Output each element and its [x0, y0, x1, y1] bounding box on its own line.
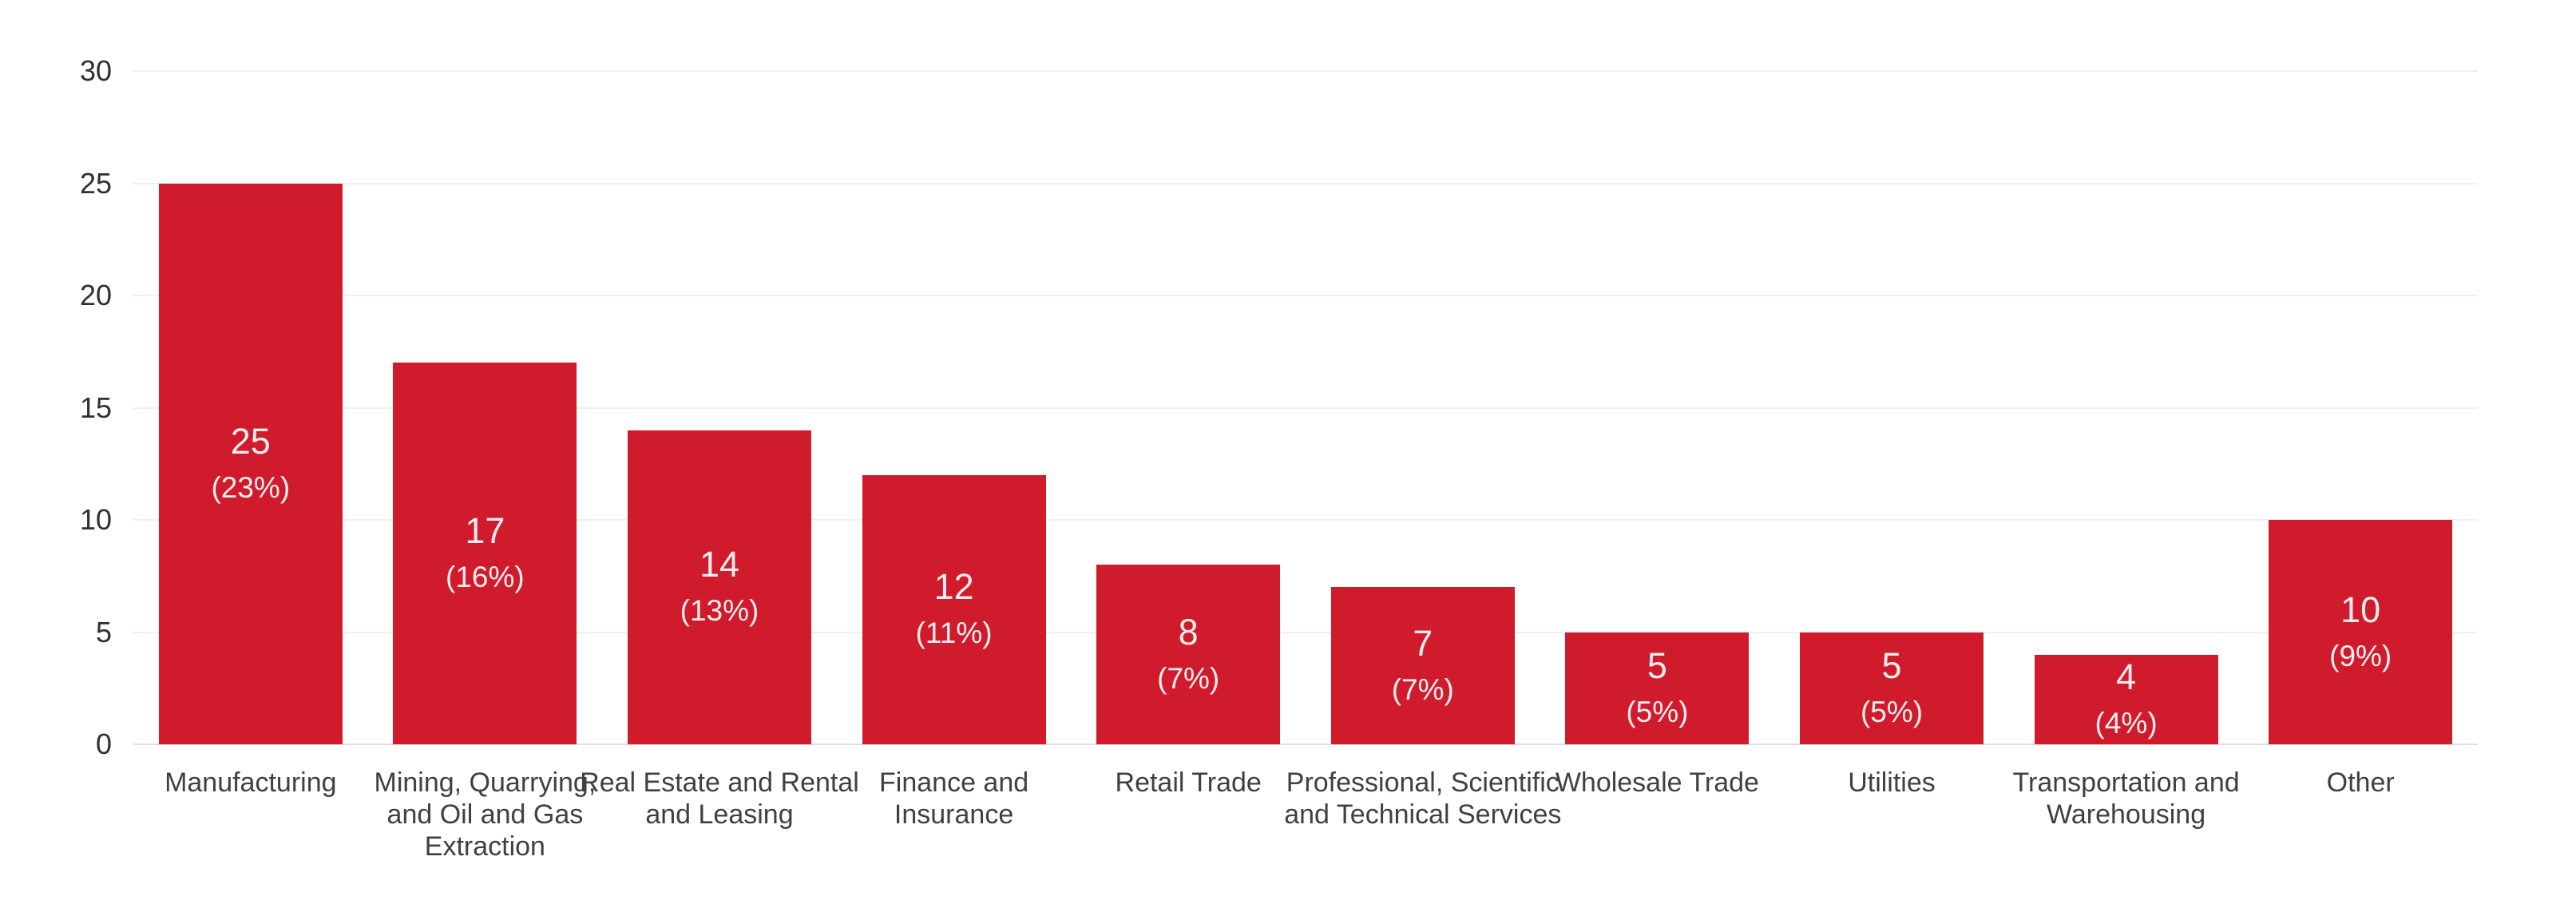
y-tick-label: 30 [79, 54, 112, 87]
category-label-line: Extraction [424, 831, 545, 862]
bar-percent-label: (7%) [1157, 661, 1220, 695]
category-label-line: and Oil and Gas [386, 799, 584, 830]
bar-value-label: 25 [230, 420, 271, 462]
category-label-line: Manufacturing [164, 767, 337, 798]
gridline [133, 182, 2478, 184]
bar-value-label: 7 [1413, 622, 1433, 664]
category-label: Finance and Insurance [805, 767, 1104, 831]
y-tick-label: 0 [95, 728, 112, 760]
category-label-line: Transportation and [2012, 767, 2240, 798]
category-label: Wholesale Trade [1508, 767, 1807, 799]
gridline [133, 70, 2478, 72]
category-label-line: Wholesale Trade [1555, 767, 1759, 798]
bar-value-label: 17 [465, 510, 505, 552]
y-tick-label: 25 [79, 166, 112, 200]
y-tick-label: 20 [79, 279, 112, 311]
bar-percent-label: (5%) [1860, 695, 1924, 728]
bar-value-label: 8 [1178, 611, 1199, 652]
category-label-line: Utilities [1848, 767, 1936, 798]
bar: 5 (5%) [1565, 632, 1750, 744]
category-label: Mining, Quarrying, and Oil and Gas Extract… [336, 767, 635, 862]
bar-value-label: 5 [1647, 644, 1667, 686]
gridline [133, 519, 2478, 521]
bar: 14 (13%) [628, 430, 811, 744]
bar: 12 (11%) [862, 474, 1046, 744]
bar-value-label: 4 [2116, 656, 2137, 697]
bar-value-label: 10 [2340, 589, 2381, 630]
bar-percent-label: (7%) [1391, 672, 1454, 706]
bar: 17 (16%) [393, 363, 577, 744]
category-label-line: Retail Trade [1115, 767, 1262, 798]
y-tick-label: 15 [79, 391, 112, 424]
gridline [133, 631, 2478, 633]
bar-percent-label: (13%) [680, 594, 759, 628]
bar-percent-label: (9%) [2329, 639, 2392, 672]
bar-percent-label: (16%) [446, 561, 525, 594]
category-label-line: Professional, Scientific [1286, 767, 1559, 798]
y-tick-label: 5 [95, 615, 112, 648]
gridline [133, 295, 2478, 296]
bar: 10 (9%) [2269, 520, 2453, 744]
category-label: Professional, Scientific and Technical Se… [1274, 767, 1572, 831]
category-label-line: Insurance [894, 799, 1014, 830]
bar: 8 (7%) [1096, 565, 1281, 744]
category-label: Utilities [1742, 767, 2041, 799]
bar-value-label: 5 [1881, 644, 1902, 686]
bar-percent-label: (5%) [1626, 695, 1689, 728]
category-label-line: Real Estate and Rental [580, 767, 859, 798]
category-label: Transportation and Warehousing [1977, 767, 2276, 831]
bar: 7 (7%) [1330, 587, 1515, 744]
y-tick-label: 10 [79, 503, 112, 536]
x-axis-line [133, 743, 2478, 745]
bar-percent-label: (11%) [915, 617, 993, 650]
bar-percent-label: (23%) [211, 470, 291, 504]
gridline [133, 406, 2478, 409]
category-label-line: and Leasing [645, 799, 794, 830]
bar-value-label: 14 [699, 544, 740, 585]
bar: 5 (5%) [1800, 632, 1984, 744]
bar: 4 (4%) [2034, 654, 2218, 744]
bar-percent-label: (4%) [2094, 706, 2158, 739]
category-label-line: Finance and [879, 767, 1029, 798]
category-label-line: Mining, Quarrying, [374, 767, 596, 798]
bar-value-label: 12 [933, 566, 974, 608]
bar: 25 (23%) [158, 183, 343, 744]
category-label: Real Estate and Rental and Leasing [570, 767, 869, 831]
category-label-line: Warehousing [2047, 799, 2206, 830]
category-label-line: Other [2326, 767, 2395, 798]
category-label: Other [2211, 767, 2510, 799]
category-label: Manufacturing [101, 767, 400, 799]
category-label-line: and Technical Services [1284, 799, 1562, 830]
category-label: Retail Trade [1039, 767, 1338, 799]
